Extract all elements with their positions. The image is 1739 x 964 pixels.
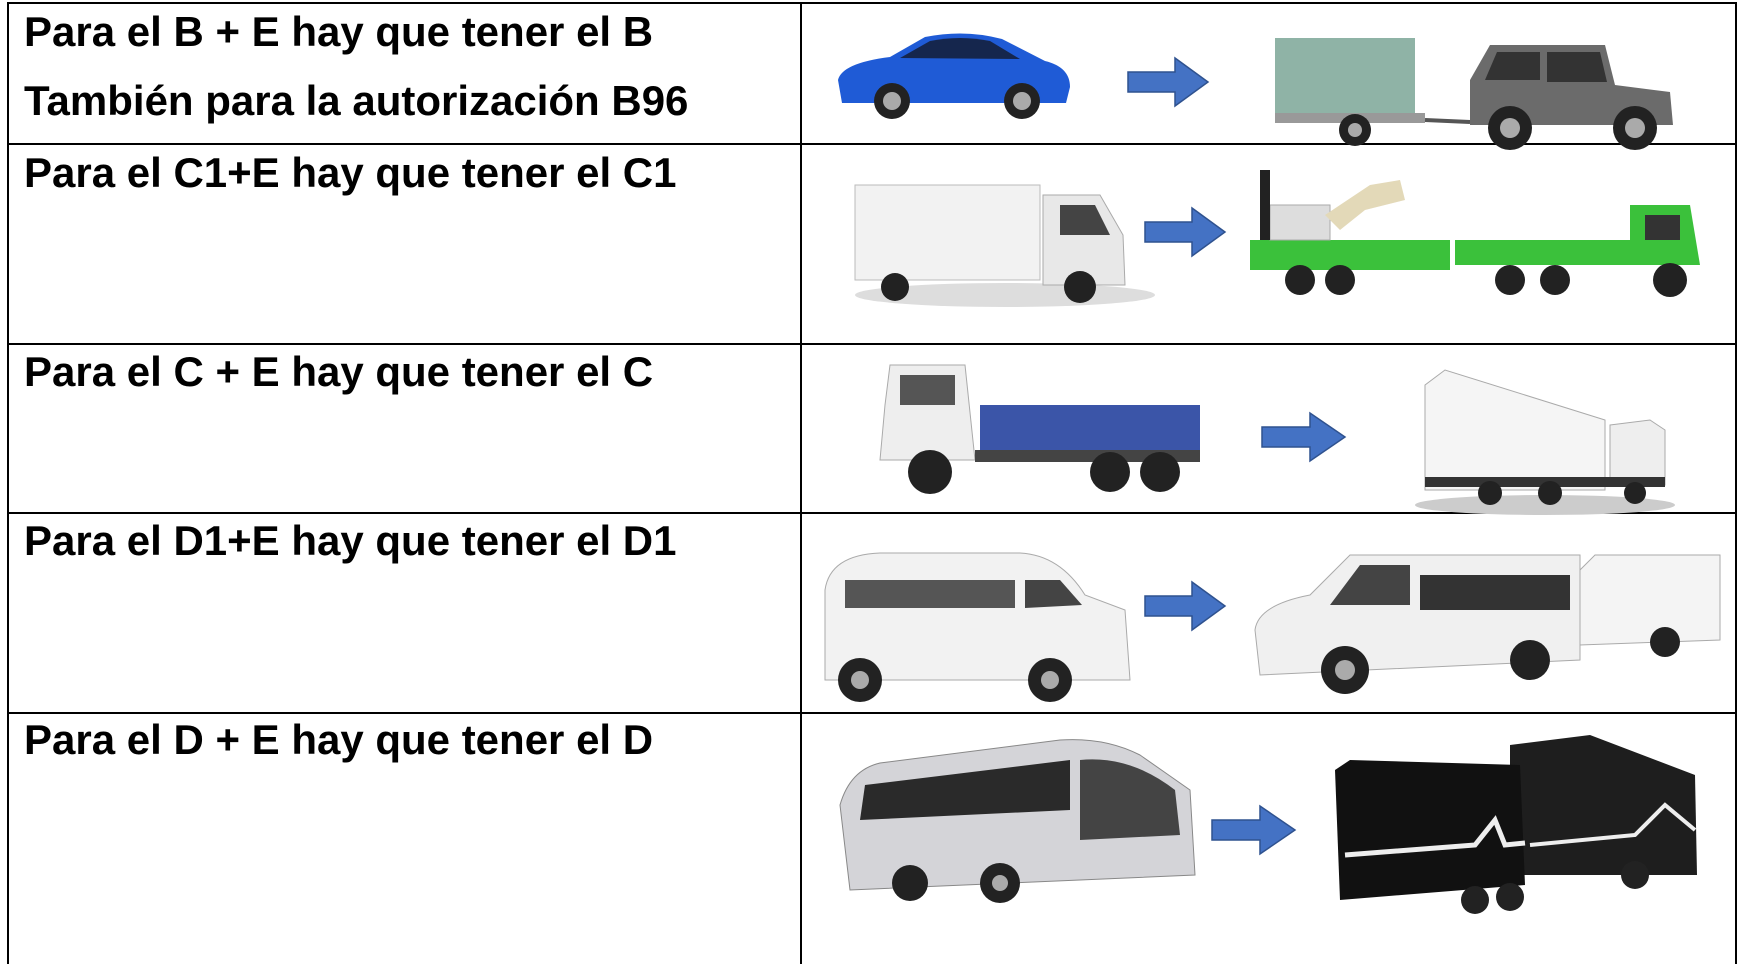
green-combo-image — [1250, 170, 1700, 297]
box-truck-image-part — [1064, 271, 1096, 303]
arrow-part — [1127, 56, 1210, 108]
arrow — [1127, 56, 1347, 856]
green-combo-image-part — [1260, 170, 1270, 240]
box-trailer-combo-image-part — [1538, 481, 1562, 505]
minibus-image-part — [851, 671, 869, 689]
van-trailer-image-part — [1579, 554, 1721, 646]
black-trailer-image-part — [1621, 861, 1649, 889]
row-text: Para el C1+E hay que tener el C1 — [24, 149, 676, 196]
trailer-suv-image-part — [1424, 118, 1471, 124]
trailer-suv-image-part — [1500, 118, 1520, 138]
green-combo-image-part — [1250, 240, 1450, 270]
van-trailer-image-part — [1650, 627, 1680, 657]
minibus-image — [824, 552, 1131, 702]
black-trailer-image-part — [1496, 883, 1524, 911]
car-image-part — [1013, 92, 1031, 110]
black-trailer-image-part — [1529, 802, 1697, 847]
box-trailer-combo-image-part — [1609, 419, 1666, 486]
table-border-part — [7, 2, 1737, 964]
car-image-part — [900, 38, 1020, 59]
flatbed-truck-image — [879, 364, 1200, 494]
box-trailer-combo-image — [1415, 369, 1675, 515]
box-truck-image — [854, 184, 1155, 307]
table-border — [7, 2, 1737, 964]
row-text: Para el C + E hay que tener el C — [24, 348, 653, 395]
car-image-part — [883, 92, 901, 110]
trailer-suv-image-part — [1625, 118, 1645, 138]
box-trailer-combo-image-part — [1424, 369, 1606, 491]
green-combo-image-part — [1325, 180, 1405, 230]
green-combo-image-part — [1540, 265, 1570, 295]
green-combo-image-part — [1455, 240, 1630, 265]
flatbed-truck-image-part — [1140, 452, 1180, 492]
flatbed-truck-image-part — [975, 450, 1200, 462]
arrow-part — [1261, 411, 1347, 463]
green-combo-image-part — [1495, 265, 1525, 295]
trailer-suv-image-part — [1485, 52, 1607, 82]
minibus-image-part — [1025, 580, 1082, 608]
trailer-suv-image-part — [1275, 38, 1415, 113]
row-text: Para el B + E hay que tener el B — [24, 8, 653, 55]
coach-image-part — [992, 875, 1008, 891]
coach-image — [839, 739, 1196, 903]
minibus-image-part — [1041, 671, 1059, 689]
green-combo-image-part — [1269, 204, 1331, 241]
van-trailer-image-part — [1330, 565, 1410, 605]
black-trailer-image — [1335, 735, 1697, 914]
green-combo-image-part — [1285, 265, 1315, 295]
minibus-image-part — [845, 580, 1015, 608]
box-trailer-combo-image-part — [1478, 481, 1502, 505]
flatbed-truck-image-part — [908, 450, 952, 494]
trailer-suv-image-part — [1348, 123, 1362, 137]
van-trailer-image — [1254, 554, 1721, 694]
black-trailer-image-part — [1461, 886, 1489, 914]
black-trailer-image-part — [1510, 735, 1697, 875]
trailer-suv-image — [1275, 38, 1673, 150]
box-truck-image-part — [854, 184, 1041, 281]
box-trailer-combo-image-part — [1415, 495, 1675, 515]
row-text: También para la autorización B96 — [24, 77, 688, 124]
van-trailer-image-part — [1510, 640, 1550, 680]
box-trailer-combo-image-part — [1624, 482, 1646, 504]
box-truck-image-part — [1060, 205, 1110, 235]
arrow-part — [1144, 580, 1227, 632]
black-trailer-image-part — [1335, 760, 1525, 900]
black-trailer-image-part — [1344, 815, 1526, 858]
green-combo-image-part — [1325, 265, 1355, 295]
box-truck-image-part — [881, 273, 909, 301]
arrow-part — [1144, 206, 1227, 258]
row-text: Para el D1+E hay que tener el D1 — [24, 517, 676, 564]
coach-image-part — [860, 760, 1070, 820]
flatbed-truck-image-part — [980, 405, 1200, 450]
van-trailer-image-part — [1335, 660, 1355, 680]
green-combo-image-part — [1645, 215, 1680, 240]
box-trailer-combo-image-part — [1425, 477, 1665, 487]
coach-image-part — [892, 865, 928, 901]
car-image — [838, 33, 1070, 119]
row-text: Para el D + E hay que tener el D — [24, 716, 653, 763]
van-trailer-image-part — [1420, 575, 1570, 610]
flatbed-truck-image-part — [900, 375, 955, 405]
coach-image-part — [1080, 759, 1180, 840]
arrow-part — [1211, 804, 1297, 856]
flatbed-truck-image-part — [1090, 452, 1130, 492]
green-combo-image-part — [1653, 263, 1687, 297]
